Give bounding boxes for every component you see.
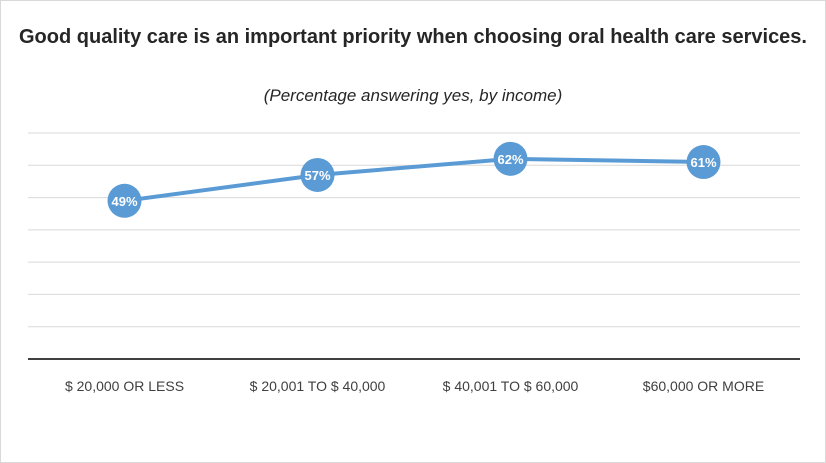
series-line xyxy=(124,156,704,203)
x-tick-label: $ 40,001 TO $ 60,000 xyxy=(443,378,579,394)
chart-subtitle: (Percentage answering yes, by income) xyxy=(263,86,563,105)
x-tick-label: $ 20,000 OR LESS xyxy=(65,378,184,394)
data-label: 57% xyxy=(304,168,330,183)
data-point-marker xyxy=(300,157,335,192)
data-point-marker xyxy=(107,183,142,218)
x-tick-label: $60,000 OR MORE xyxy=(643,378,764,394)
data-label: 61% xyxy=(690,155,716,170)
data-point-marker xyxy=(493,141,528,176)
chart-title: Good quality care is an important priori… xyxy=(19,26,807,48)
x-tick-label: $ 20,001 TO $ 40,000 xyxy=(250,378,386,394)
data-point-marker xyxy=(686,145,721,180)
data-label: 62% xyxy=(497,152,523,167)
data-label: 49% xyxy=(111,194,137,209)
